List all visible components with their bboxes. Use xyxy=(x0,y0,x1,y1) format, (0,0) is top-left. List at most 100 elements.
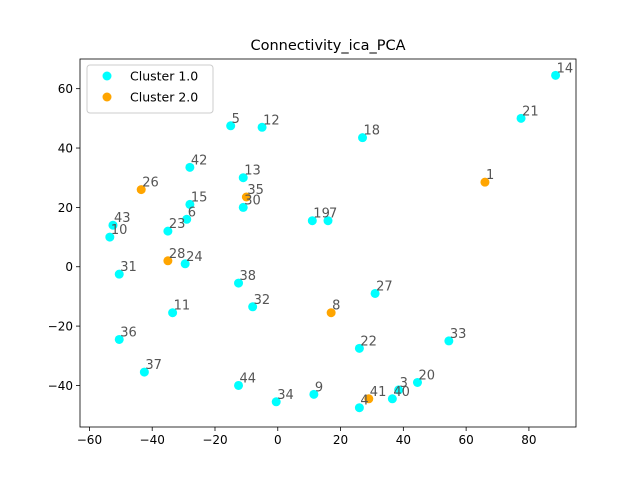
legend-box xyxy=(86,64,214,114)
point-label: 11 xyxy=(174,299,191,314)
data-point xyxy=(234,380,244,390)
legend-marker xyxy=(102,92,112,102)
data-point xyxy=(163,226,173,236)
point-label: 37 xyxy=(145,358,162,373)
data-point xyxy=(241,192,251,202)
point-label: 24 xyxy=(186,250,203,265)
point-label: 1 xyxy=(486,168,494,183)
point-label: 32 xyxy=(254,293,271,308)
data-point xyxy=(108,220,118,230)
data-point xyxy=(307,216,317,226)
data-point xyxy=(180,259,190,269)
point-label: 30 xyxy=(244,193,261,208)
point-label: 19 xyxy=(313,207,330,222)
point-label: 34 xyxy=(277,388,294,403)
point-label: 40 xyxy=(393,385,410,400)
data-point xyxy=(551,70,561,80)
point-label: 28 xyxy=(169,247,186,262)
point-label: 23 xyxy=(169,217,186,232)
data-point xyxy=(326,308,336,318)
chart-title: Connectivity_ica_PCA xyxy=(250,38,405,54)
point-label: 8 xyxy=(332,299,340,314)
data-point xyxy=(516,113,526,123)
data-point xyxy=(354,343,364,353)
data-point xyxy=(238,173,248,183)
point-label: 3 xyxy=(400,376,408,391)
point-label: 41 xyxy=(370,385,387,400)
legend-label: Cluster 2.0 xyxy=(130,90,198,105)
data-point xyxy=(257,122,267,132)
point-label: 12 xyxy=(263,113,280,128)
data-point xyxy=(387,394,397,404)
data-point xyxy=(168,308,178,318)
legend: Cluster 1.0 Cluster 2.0 xyxy=(86,64,214,114)
data-point xyxy=(480,177,490,187)
data-point xyxy=(323,216,333,226)
data-point xyxy=(114,269,124,279)
x-tick-label: 80 xyxy=(521,433,536,447)
data-point xyxy=(136,185,146,195)
data-point xyxy=(364,394,374,404)
data-point xyxy=(394,385,404,395)
data-point xyxy=(309,389,319,399)
data-point xyxy=(226,121,236,131)
data-point xyxy=(182,214,192,224)
point-label: 43 xyxy=(114,211,131,226)
y-tick-label: −40 xyxy=(48,379,73,393)
x-tick-label: 40 xyxy=(396,433,411,447)
point-label: 9 xyxy=(315,380,323,395)
data-point xyxy=(114,334,124,344)
legend-marker xyxy=(102,71,112,81)
point-label: 18 xyxy=(364,124,381,139)
point-label: 14 xyxy=(557,61,574,76)
data-point xyxy=(370,288,380,298)
point-label: 15 xyxy=(191,190,208,205)
point-label: 7 xyxy=(329,207,337,222)
y-tick-label: 40 xyxy=(58,142,73,156)
y-tick-label: 60 xyxy=(58,82,73,96)
point-label: 31 xyxy=(120,260,137,275)
y-tick-label: −20 xyxy=(48,320,73,334)
point-label: 44 xyxy=(240,371,257,386)
point-label: 4 xyxy=(360,394,368,409)
y-tick-label: 0 xyxy=(65,260,73,274)
data-point xyxy=(238,202,248,212)
y-tick-label: 20 xyxy=(58,201,73,215)
data-point xyxy=(185,199,195,209)
x-tick-label: −20 xyxy=(202,433,227,447)
data-point xyxy=(105,232,115,242)
point-label: 42 xyxy=(191,153,208,168)
point-label: 35 xyxy=(247,183,264,198)
x-tick-label: 60 xyxy=(458,433,473,447)
point-label: 13 xyxy=(244,164,261,179)
plot-frame xyxy=(79,58,577,428)
x-tick-label: 20 xyxy=(333,433,348,447)
point-label: 22 xyxy=(360,334,377,349)
point-label: 36 xyxy=(120,325,137,340)
point-label: 5 xyxy=(232,112,240,127)
data-point xyxy=(412,377,422,387)
data-point xyxy=(234,278,244,288)
point-label: 10 xyxy=(111,223,128,238)
x-tick-label: 0 xyxy=(274,433,282,447)
x-tick-label: −60 xyxy=(77,433,102,447)
points-layer xyxy=(105,70,561,413)
data-point xyxy=(358,133,368,143)
point-label: 33 xyxy=(450,327,467,342)
axes-layer: −60 −40 −20 0 20 40 60 80 −40 −20 0 20 40 60 xyxy=(48,58,577,447)
point-label: 38 xyxy=(240,269,257,284)
data-point xyxy=(248,302,258,312)
point-label: 20 xyxy=(418,368,435,383)
legend-label: Cluster 1.0 xyxy=(130,69,198,84)
data-point xyxy=(185,162,195,172)
data-point xyxy=(354,403,364,413)
point-label: 6 xyxy=(188,205,196,220)
data-point xyxy=(139,367,149,377)
point-label: 21 xyxy=(522,104,539,119)
data-point xyxy=(271,397,281,407)
x-tick-label: −40 xyxy=(140,433,165,447)
data-point xyxy=(163,256,173,266)
